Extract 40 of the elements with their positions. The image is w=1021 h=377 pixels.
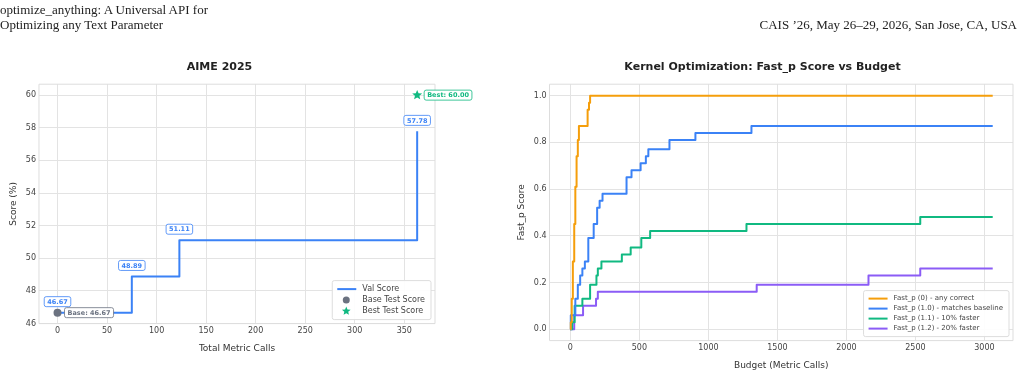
x-tick-label: 2500 <box>905 343 926 353</box>
y-tick-label: 0.8 <box>533 137 547 147</box>
y-tick-label: 0.2 <box>533 277 547 287</box>
legend-label: Val Score <box>362 284 400 294</box>
x-tick-label: 0 <box>54 326 61 336</box>
text: CAIS ’26, May 26–29, 2026, San Jose, CA, USA <box>759 17 1017 32</box>
x-tick-label: 350 <box>396 326 412 336</box>
y-tick-label: 0.0 <box>533 324 547 334</box>
y-tick-label: 1.0 <box>533 90 547 100</box>
y-tick-label: 48 <box>25 286 36 296</box>
x-tick-label: 250 <box>297 326 313 336</box>
x-tick-label: 1000 <box>698 343 719 353</box>
x-tick-label: 0 <box>567 343 573 353</box>
legend-label: Base Test Score <box>362 295 426 305</box>
y-tick-label: 0.4 <box>533 230 547 240</box>
chart-title: Kernel Optimization: Fast_p Score vs Budget <box>624 60 901 74</box>
y-tick-label: 54 <box>25 188 36 198</box>
x-tick-label: 100 <box>148 326 165 336</box>
y-tick-label: 50 <box>25 253 36 263</box>
y-tick-label: 46 <box>25 318 36 328</box>
x-axis-title: Total Metric Calls <box>197 342 276 353</box>
y-tick-label: 60 <box>25 90 36 100</box>
x-axis-title: Budget (Metric Calls) <box>733 359 829 370</box>
y-tick-label: 58 <box>25 122 36 132</box>
x-tick-label: 1500 <box>767 343 788 353</box>
x-tick-label: 2000 <box>836 343 857 353</box>
x-tick-label: 50 <box>101 326 113 336</box>
y-tick-label: 0.6 <box>533 184 547 194</box>
x-tick-label: 500 <box>631 343 648 353</box>
y-tick-label: 56 <box>25 155 36 165</box>
text: optimize_anything: A Universal API for Optimizing any Text Parameter <box>0 2 209 32</box>
y-axis-title: Fast_p Score <box>515 183 526 241</box>
chart-title: AIME 2025 <box>186 60 253 74</box>
y-tick-label: 52 <box>25 220 36 230</box>
x-tick-label: 300 <box>347 326 363 336</box>
legend-label: Best Test Score <box>362 306 424 316</box>
x-tick-label: 3000 <box>974 343 995 353</box>
x-tick-label: 200 <box>248 326 264 336</box>
y-axis-title: Score (%) <box>7 182 18 226</box>
x-tick-label: 150 <box>198 326 214 336</box>
